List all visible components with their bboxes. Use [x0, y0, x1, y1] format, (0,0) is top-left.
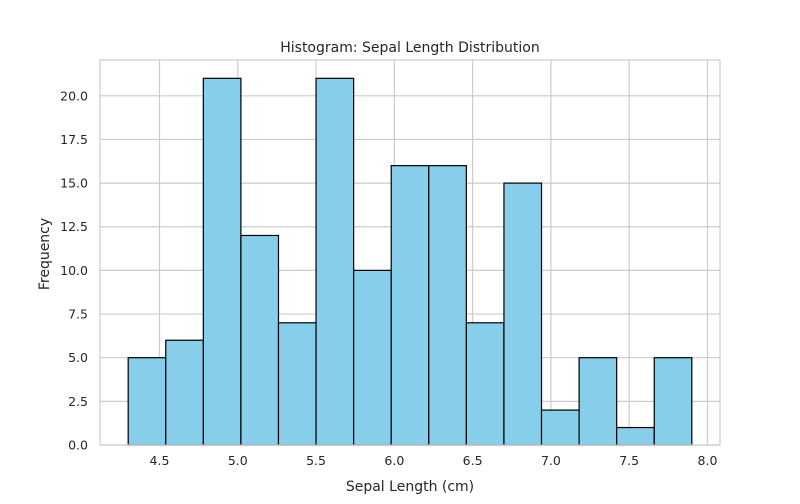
histogram-bar — [616, 426, 655, 446]
histogram-bar — [503, 182, 543, 446]
x-tick-label: 8.0 — [698, 453, 718, 468]
histogram-bars — [127, 77, 693, 446]
y-tick-label: 2.5 — [68, 394, 88, 409]
y-tick-label: 7.5 — [68, 307, 88, 322]
x-tick-label: 7.5 — [619, 453, 639, 468]
histogram-bar — [202, 77, 242, 446]
histogram-bar — [465, 322, 505, 446]
histogram-bar — [315, 77, 355, 446]
histogram-bar — [540, 409, 580, 446]
y-tick-label: 10.0 — [60, 263, 88, 278]
x-axis-label: Sepal Length (cm) — [346, 479, 474, 495]
x-tick-label: 6.0 — [384, 453, 404, 468]
histogram-bar — [653, 357, 693, 446]
y-tick-label: 5.0 — [68, 350, 88, 365]
chart-title: Histogram: Sepal Length Distribution — [280, 40, 540, 56]
y-tick-label: 20.0 — [60, 88, 88, 103]
x-axis-ticks: 4.5 5.0 5.5 6.0 6.5 7.0 7.5 8.0 — [150, 453, 718, 468]
y-axis-label: Frequency — [37, 218, 53, 290]
histogram-bar — [353, 269, 392, 446]
y-tick-label: 12.5 — [60, 219, 88, 234]
plot-frame — [99, 59, 721, 446]
x-tick-label: 5.0 — [228, 453, 248, 468]
histogram-bar — [428, 165, 467, 446]
histogram-bar — [127, 357, 167, 446]
histogram-bar — [165, 339, 204, 446]
y-tick-label: 0.0 — [68, 438, 88, 453]
y-tick-label: 15.0 — [60, 176, 88, 191]
histogram-bar — [578, 357, 618, 446]
y-axis-ticks: 0.0 2.5 5.0 7.5 10.0 12.5 15.0 17.5 20.0 — [60, 88, 88, 452]
x-tick-label: 6.5 — [463, 453, 483, 468]
histogram-bar — [390, 165, 430, 446]
histogram-bar — [277, 322, 317, 446]
y-tick-label: 17.5 — [60, 132, 88, 147]
x-tick-label: 7.0 — [541, 453, 561, 468]
histogram-bar — [240, 234, 280, 446]
x-tick-label: 5.5 — [306, 453, 326, 468]
x-tick-label: 4.5 — [150, 453, 170, 468]
